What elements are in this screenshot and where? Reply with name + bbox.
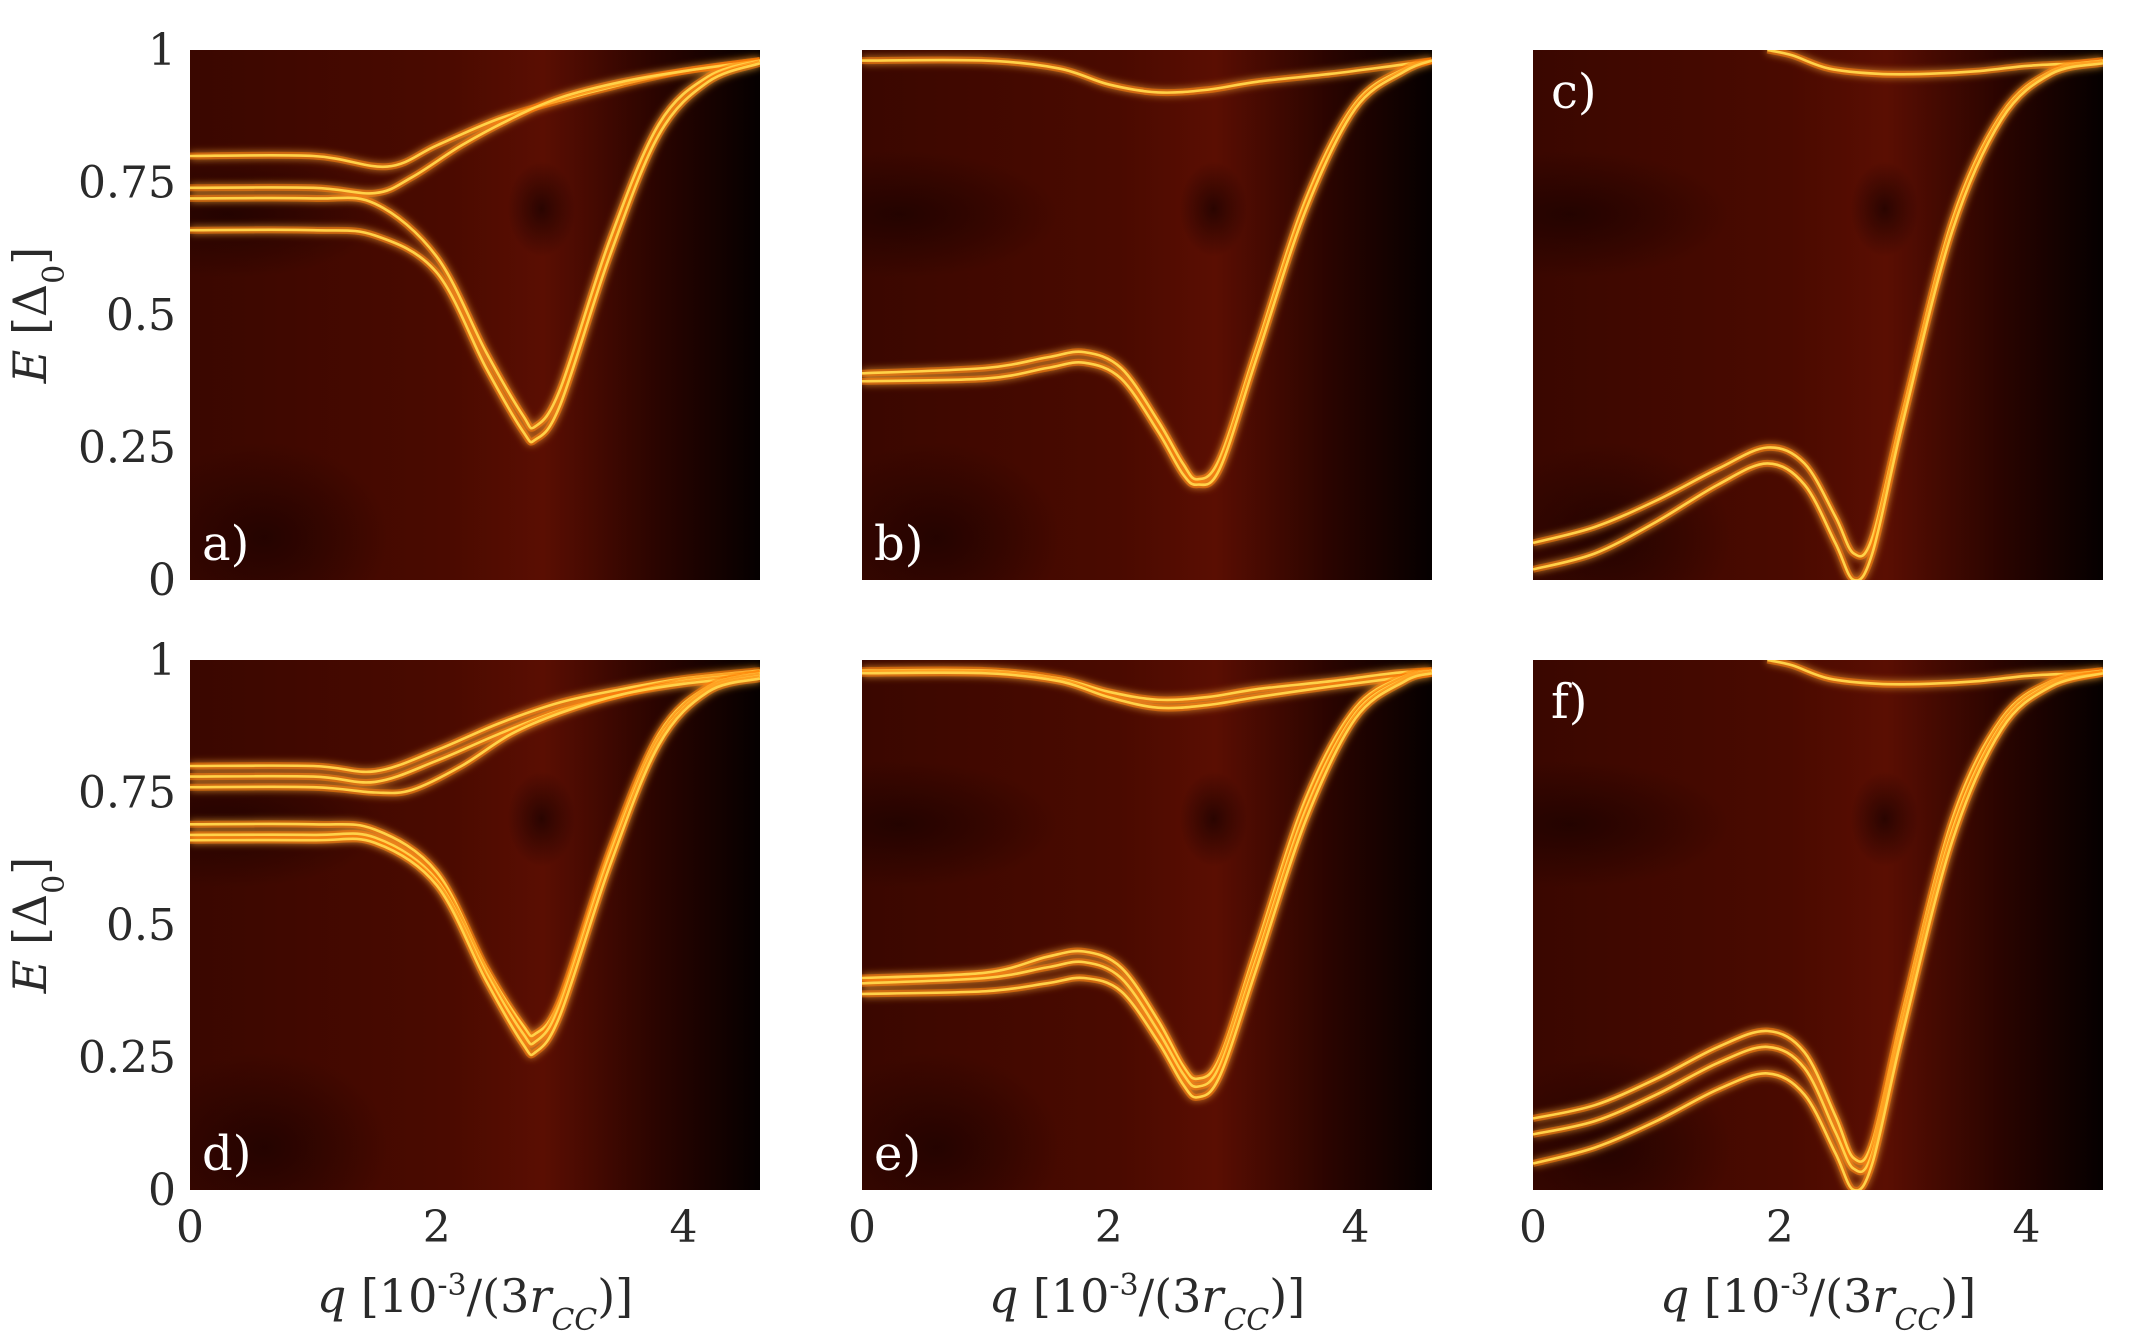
heatmap-shading [862,760,1248,1190]
panel-c: c) [1533,50,2103,580]
y-tick-label: 1 [148,25,176,76]
band-curve-3 [1533,61,2103,580]
panel-label: d) [202,1126,251,1182]
y-tick-label: 0.25 [78,1033,176,1084]
y-tick-label: 0.5 [106,900,176,951]
y-tick-label: 0.75 [78,158,176,209]
curves [862,56,1432,489]
heatmap-shading [1533,760,1919,1190]
band-curve-2 [190,59,760,195]
x-axis-label: q [10-3/(3rCC)] [317,1268,633,1334]
band-curve-2 [862,671,1432,710]
panel-label: e) [874,1126,921,1182]
curves [1533,660,2103,1190]
x-axis-label: q [10-3/(3rCC)] [1660,1268,1976,1334]
panel-label: f) [1551,674,1588,730]
x-tick-label: 4 [1342,1202,1370,1253]
band-curve-3 [190,674,760,795]
band-curve-6 [190,677,760,1057]
x-tick-label: 4 [670,1202,698,1253]
x-tick-label: 0 [848,1202,876,1253]
band-curve-3 [862,59,1432,487]
x-tick-label: 2 [423,1202,451,1253]
band-curve-4 [190,62,760,444]
y-tick-label: 0.5 [106,290,176,341]
x-tick-label: 2 [1095,1202,1123,1253]
band-curve-4 [1533,671,2103,1190]
panel-e: e) 0 2 4 q [10-3/(3rCC)] [848,660,1432,1334]
panel-label: c) [1551,64,1597,120]
x-tick-label: 4 [2013,1202,2041,1253]
panel-a: a) 0 0.25 0.5 0.75 1 E [Δ0] [3,25,760,606]
y-tick-label: 1 [148,635,176,686]
y-axis-label: E [Δ0] [3,247,72,384]
x-axis-label: q [10-3/(3rCC)] [989,1268,1305,1334]
x-tick-label: 0 [1519,1202,1547,1253]
curves [190,57,760,446]
heatmap-shading [190,150,576,580]
y-tick-label: 0 [148,1165,176,1216]
panels: a) 0 0.25 0.5 0.75 1 E [Δ0] b) c) d) 0 0.25 0.5 0.75 1… [3,25,2103,1334]
curves [190,667,760,1059]
panel-b: b) [862,50,1432,580]
x-tick-label: 2 [1766,1202,1794,1253]
band-curve-3 [862,669,1432,1081]
panel-label: a) [202,516,249,572]
panel-d: d) 0 0.25 0.5 0.75 1 0 2 4 E [Δ0] q [10-3/(3rCC)] [3,635,760,1334]
y-tick-label: 0.25 [78,423,176,474]
band-curve-5 [862,671,1432,1099]
heatmap-shading [862,150,1248,580]
x-tick-label: 0 [176,1202,204,1253]
band-curve-1 [862,58,1432,94]
curves [1533,50,2103,580]
y-axis-label: E [Δ0] [3,857,72,994]
panel-label: b) [874,516,923,572]
band-curve-3 [190,59,760,430]
panel-f: f) 0 2 4 q [10-3/(3rCC)] [1519,660,2103,1334]
y-tick-label: 0 [148,555,176,606]
y-tick-label: 0.75 [78,768,176,819]
curves [862,666,1432,1101]
